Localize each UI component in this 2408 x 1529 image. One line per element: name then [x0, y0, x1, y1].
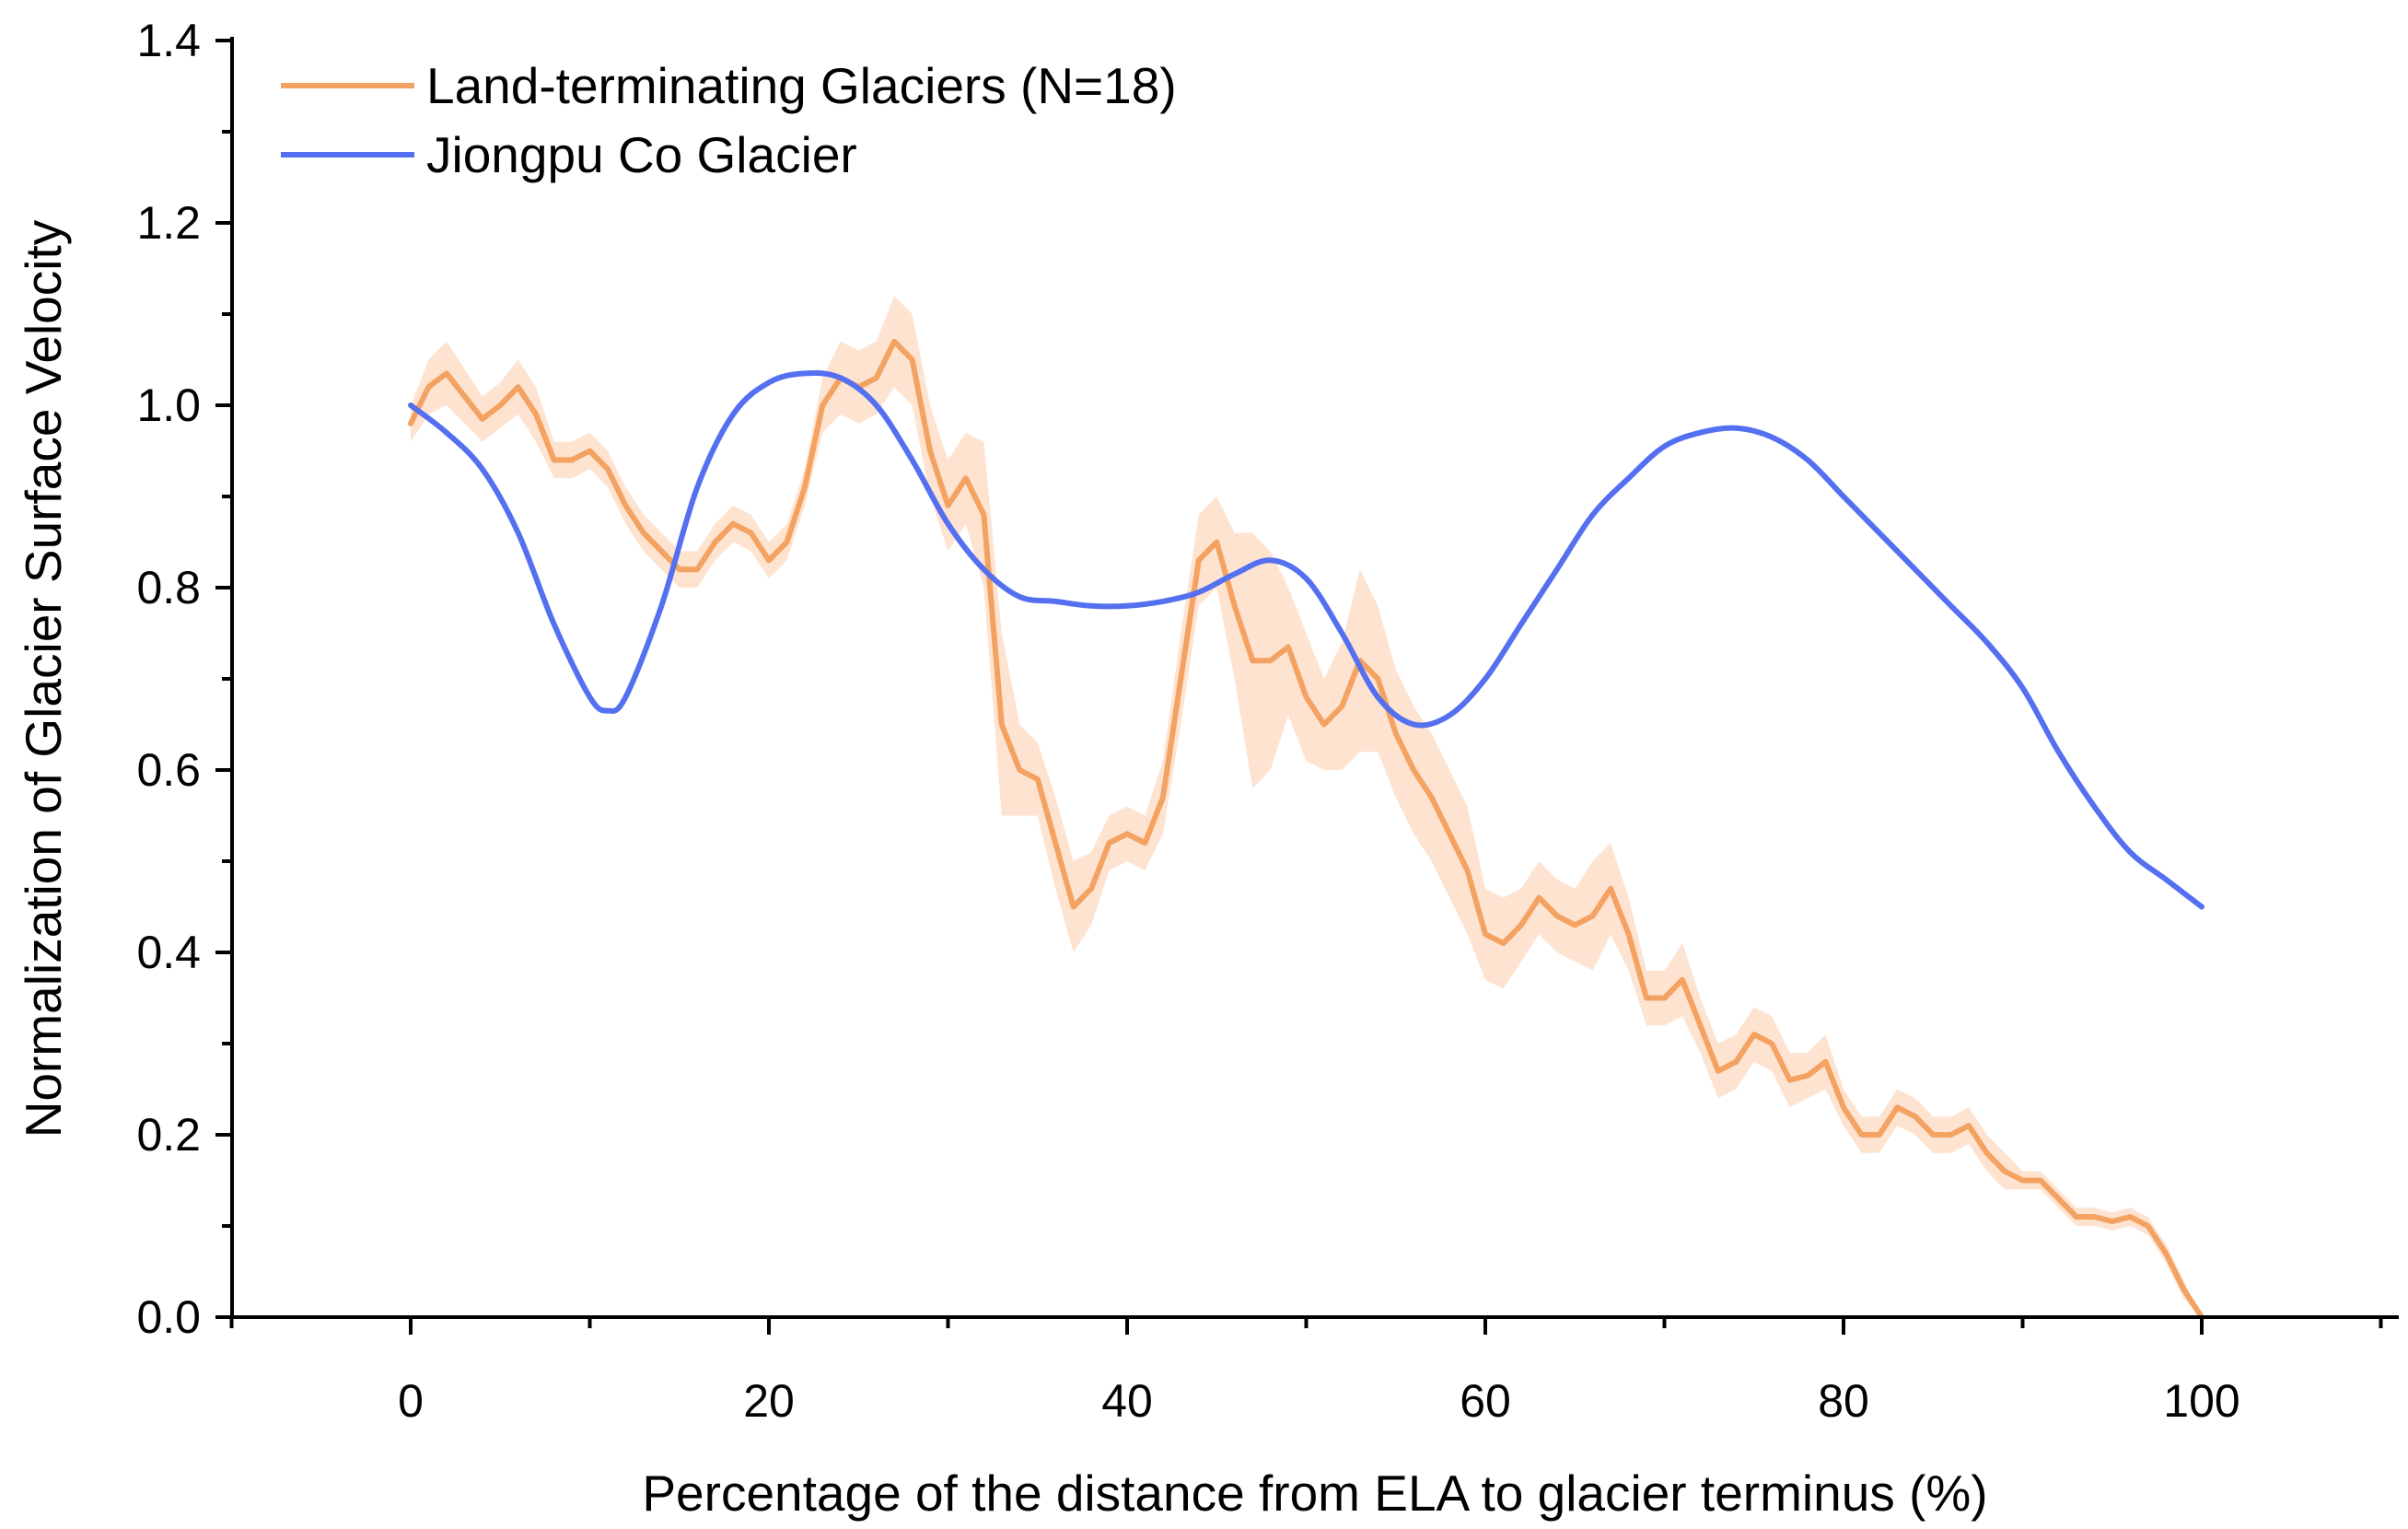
- y-ticks: 0.0 0.2 0.4 0.6 0.8 1.0 1.2 1.4: [136, 15, 232, 1343]
- x-tick-label: 100: [2163, 1375, 2239, 1427]
- x-tick-label: 20: [743, 1375, 795, 1427]
- x-tick-label: 60: [1460, 1375, 1511, 1427]
- y-tick-label: 0.6: [136, 744, 201, 796]
- legend-label-jiongpu-co: Jiongpu Co Glacier: [426, 126, 857, 183]
- plot-area: [408, 296, 2204, 1320]
- x-tick-label: 0: [398, 1375, 424, 1427]
- y-tick-label: 1.4: [136, 15, 201, 66]
- x-ticks: 0 20 40 60 80 100: [229, 1317, 2383, 1427]
- y-tick-label: 0.8: [136, 562, 201, 613]
- y-tick-label: 0.0: [136, 1291, 201, 1343]
- x-tick-label: 80: [1818, 1375, 1869, 1427]
- series-line-land-terminating: [408, 338, 2204, 1320]
- legend: Land-terminating Glaciers (N=18) Jiongpu…: [281, 57, 1177, 183]
- confidence-band-layer: [411, 296, 2202, 1318]
- y-tick-label: 1.0: [136, 379, 201, 431]
- x-axis-title: Percentage of the distance from ELA to g…: [642, 1465, 1987, 1522]
- y-tick-label: 0.4: [136, 927, 201, 978]
- y-axis-title: Normalization of Glacier Surface Velocit…: [15, 219, 72, 1138]
- y-tick-label: 0.2: [136, 1109, 201, 1161]
- axes: 0 20 40 60 80 100 0.0 0.2 0.4 0.6 0.8 1.0 1.2 1.4: [136, 15, 2399, 1427]
- y-tick-label: 1.2: [136, 197, 201, 249]
- legend-label-land-terminating: Land-terminating Glaciers (N=18): [426, 57, 1177, 114]
- confidence-band-land-terminating: [411, 296, 2202, 1318]
- series-line-layer: [408, 338, 2204, 1320]
- series-line-jiongpu-co: [408, 369, 2204, 910]
- x-tick-label: 40: [1101, 1375, 1153, 1427]
